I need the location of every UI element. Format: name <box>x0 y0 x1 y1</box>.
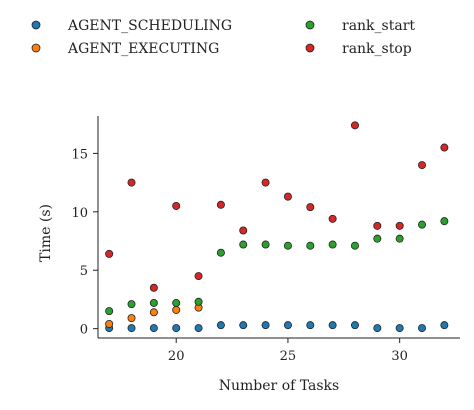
data-point <box>216 200 225 209</box>
data-point <box>239 226 248 235</box>
data-point <box>261 240 270 249</box>
data-point <box>350 241 359 250</box>
legend: AGENT_SCHEDULING AGENT_EXECUTING rank_star… <box>31 18 415 57</box>
data-point <box>261 178 270 187</box>
data-point <box>283 192 292 201</box>
data-point <box>127 300 136 309</box>
data-point <box>306 203 315 212</box>
data-point <box>418 220 427 229</box>
y-tick-label: 0 <box>80 323 88 338</box>
data-point <box>328 214 337 223</box>
data-point <box>373 234 382 243</box>
data-point <box>149 308 158 317</box>
x-axis-label: Number of Tasks <box>219 378 339 394</box>
legend-marker <box>305 20 315 30</box>
data-point <box>172 324 181 333</box>
x-tick-label: 25 <box>280 349 297 364</box>
data-point <box>440 321 449 330</box>
data-point <box>306 241 315 250</box>
data-point <box>328 240 337 249</box>
legend-label: AGENT_SCHEDULING <box>67 18 232 34</box>
y-axis-label: Time (s) <box>38 204 54 262</box>
data-point <box>440 217 449 226</box>
data-point <box>395 324 404 333</box>
legend-marker <box>305 43 315 53</box>
legend-marker <box>31 20 41 30</box>
data-point <box>395 234 404 243</box>
legend-marker <box>31 43 41 53</box>
y-tick-label: 10 <box>71 206 88 221</box>
x-tick-label: 30 <box>391 349 408 364</box>
data-point <box>261 321 270 330</box>
data-point <box>283 321 292 330</box>
data-point <box>395 221 404 230</box>
data-point <box>328 321 337 330</box>
data-point <box>373 324 382 333</box>
data-point <box>172 298 181 307</box>
legend-label: rank_start <box>342 18 415 34</box>
data-point <box>127 178 136 187</box>
y-tick-label: 15 <box>71 147 88 162</box>
series-rank-start <box>105 217 449 316</box>
data-points <box>105 121 449 333</box>
data-point <box>239 321 248 330</box>
data-point <box>216 321 225 330</box>
y-tick-label: 5 <box>80 264 88 279</box>
series-agent-executing <box>105 303 203 328</box>
data-point <box>127 314 136 323</box>
series-agent-scheduling <box>105 321 449 333</box>
data-point <box>306 321 315 330</box>
data-point <box>440 143 449 152</box>
legend-label: AGENT_EXECUTING <box>67 41 219 57</box>
data-point <box>350 321 359 330</box>
data-point <box>105 307 114 316</box>
data-point <box>418 324 427 333</box>
data-point <box>105 249 114 258</box>
data-point <box>194 324 203 333</box>
data-point <box>350 121 359 130</box>
data-point <box>194 297 203 306</box>
data-point <box>283 241 292 250</box>
data-point <box>418 161 427 170</box>
data-point <box>149 283 158 292</box>
data-point <box>172 201 181 210</box>
legend-label: rank_stop <box>342 41 412 57</box>
data-point <box>127 324 136 333</box>
data-point <box>105 319 114 328</box>
data-point <box>239 240 248 249</box>
data-point <box>194 272 203 281</box>
data-point <box>216 248 225 257</box>
data-point <box>149 324 158 333</box>
data-point <box>172 305 181 314</box>
ticks: 20 25 30 0 5 10 15 <box>71 147 407 364</box>
data-point <box>149 298 158 307</box>
data-point <box>373 221 382 230</box>
series-rank-stop <box>105 121 449 292</box>
x-tick-label: 20 <box>168 349 185 364</box>
